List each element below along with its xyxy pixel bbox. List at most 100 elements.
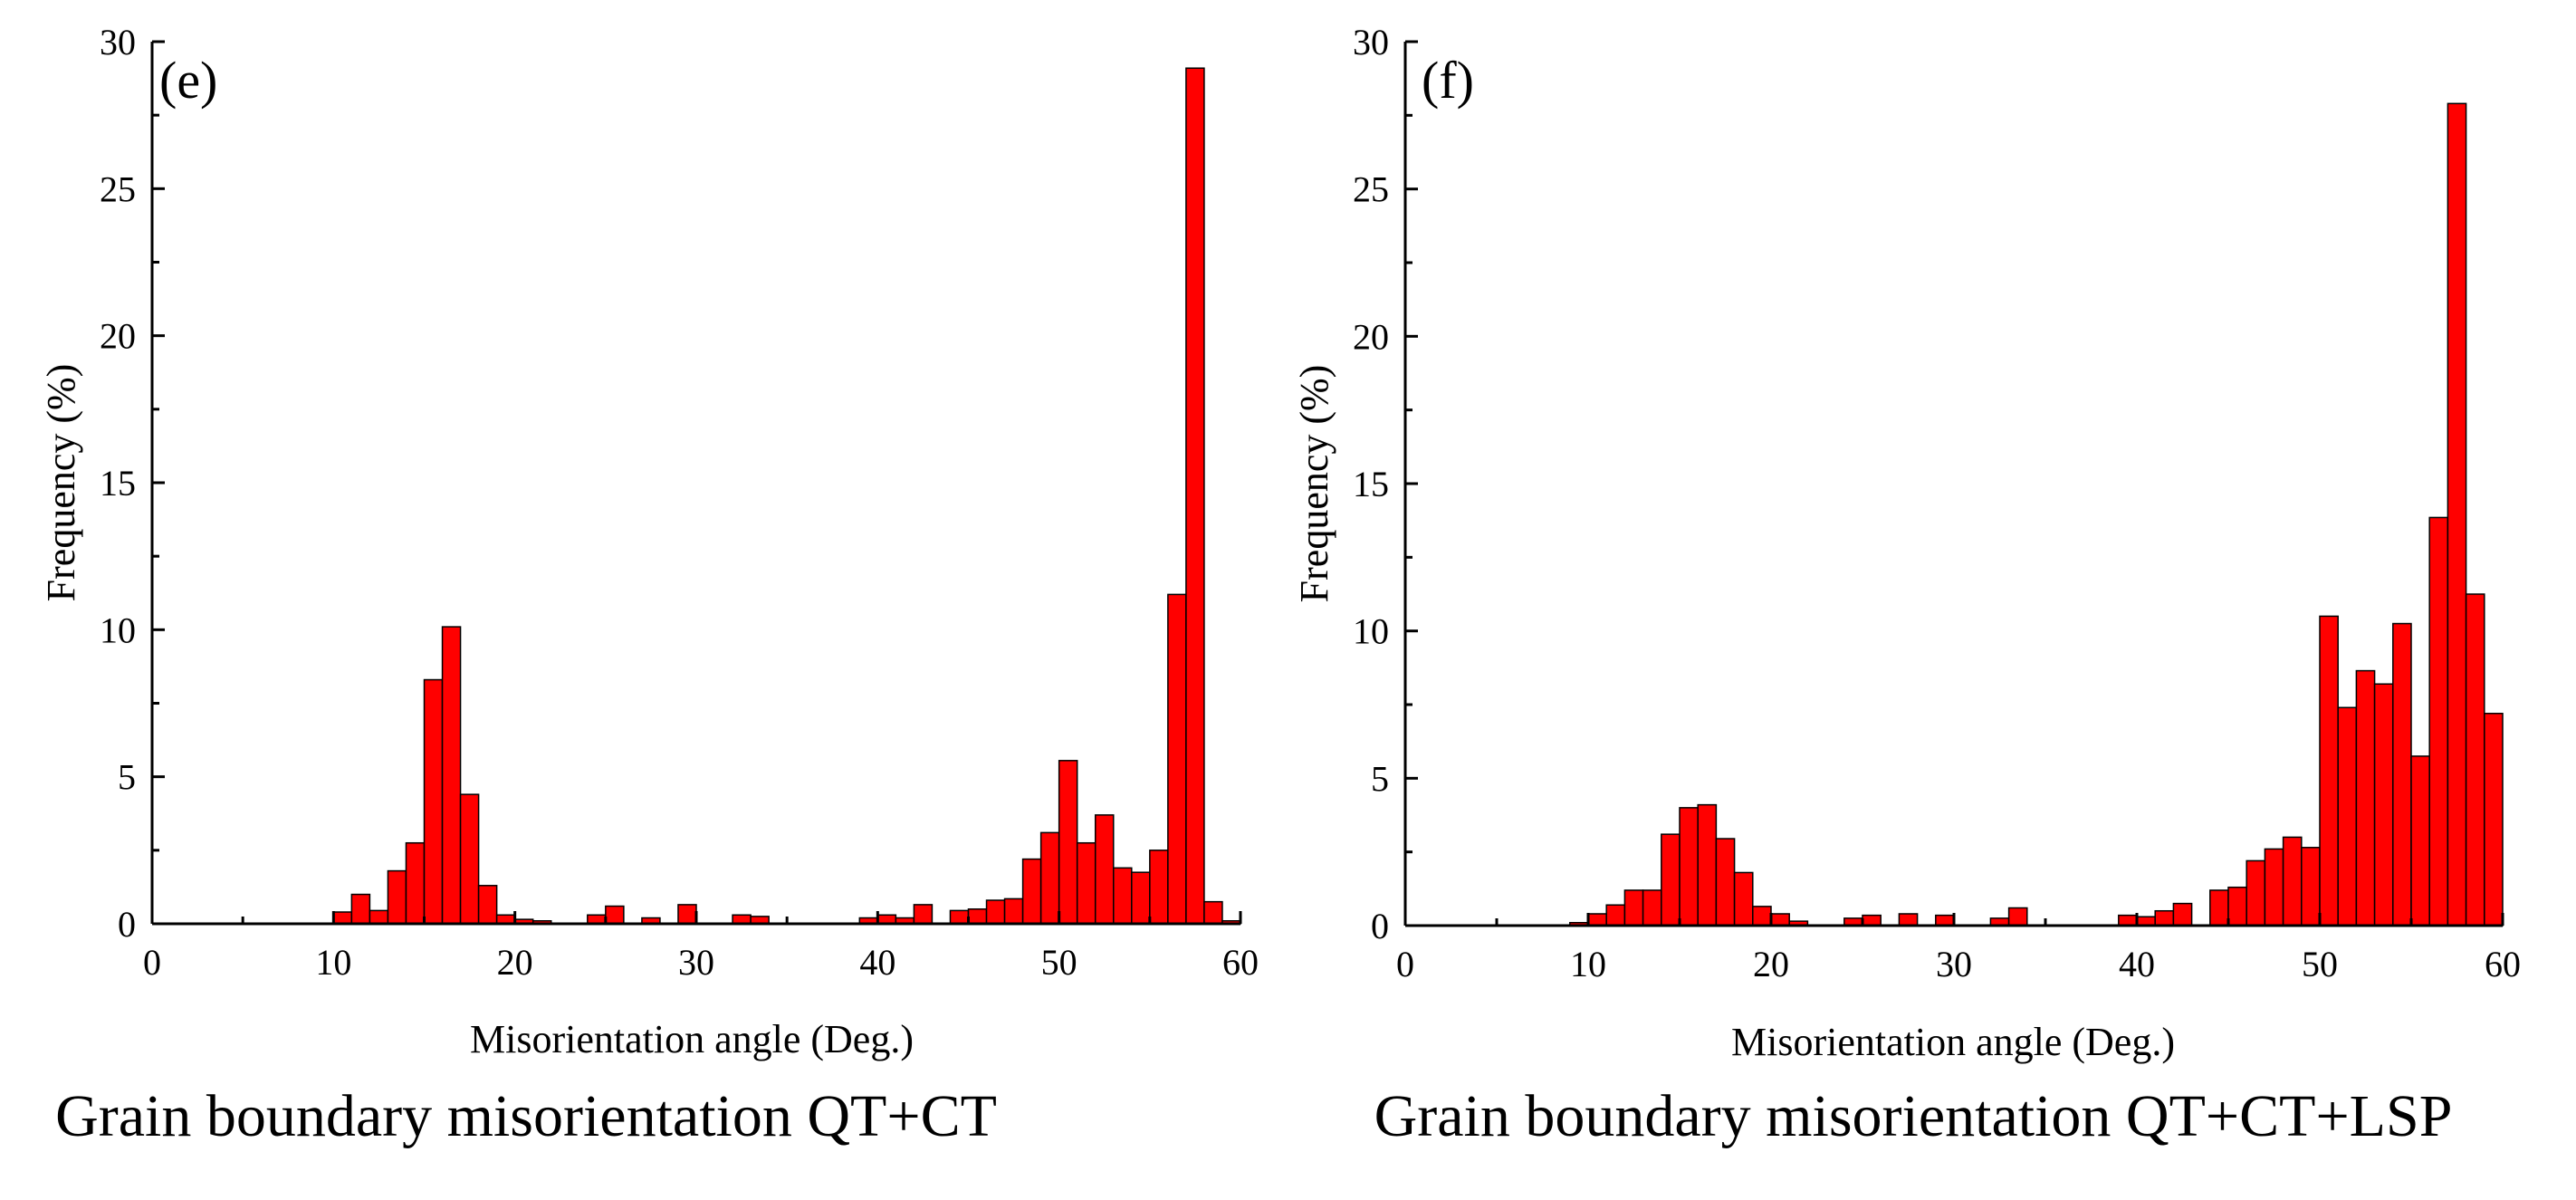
bar-f-54 <box>2392 622 2412 926</box>
bar-e-44 <box>949 909 970 925</box>
bar-f-18 <box>1733 871 1754 926</box>
panel-tag: (e) <box>159 51 217 110</box>
x-tick-label: 30 <box>1936 944 1972 984</box>
x-tick-label: 60 <box>2485 944 2521 984</box>
x-tick-label: 50 <box>1041 942 1077 983</box>
bar-f-42 <box>2172 902 2193 926</box>
bar-e-51 <box>1076 841 1096 925</box>
bar-f-56 <box>2428 516 2449 926</box>
panel-tag: (f) <box>1422 51 1474 110</box>
bar-f-19 <box>1752 906 1772 926</box>
y-axis-label: Frequency (%) <box>1292 365 1336 603</box>
bar-e-58 <box>1203 900 1223 925</box>
y-tick-label: 0 <box>1371 906 1389 946</box>
bar-e-52 <box>1094 814 1115 925</box>
x-tick-label: 40 <box>2119 944 2155 984</box>
bar-f-17 <box>1715 838 1736 926</box>
y-tick-label: 20 <box>100 316 136 357</box>
bar-e-53 <box>1113 867 1133 925</box>
bar-f-39 <box>2118 914 2138 926</box>
bar-e-45 <box>967 908 988 925</box>
chart-e: 0 10 20 30 40 50 60 0 5 10 15 20 25 30 Misorientation … <box>39 22 1259 1061</box>
bar-e-50 <box>1058 760 1078 925</box>
bar-f-58 <box>2465 593 2485 926</box>
bar-e-18 <box>477 885 498 925</box>
y-tick-label: 30 <box>100 22 136 62</box>
bar-f-53 <box>2373 683 2394 926</box>
bar-f-15 <box>1679 807 1699 926</box>
caption-e: Grain boundary misorientation QT+CT <box>55 1083 997 1149</box>
y-tick-label: 10 <box>100 610 136 650</box>
bar-f-11 <box>1605 904 1626 926</box>
y-tick-label: 15 <box>1353 464 1389 504</box>
chart-f: 0 10 20 30 40 50 60 0 5 10 15 20 25 30 Misorientation … <box>1292 22 2521 1064</box>
bar-f-16 <box>1697 803 1718 926</box>
bar-f-44 <box>2209 889 2229 926</box>
bar-f-12 <box>1623 889 1644 926</box>
y-tick-label: 25 <box>100 168 136 209</box>
y-tick-label: 20 <box>1353 316 1389 357</box>
x-tick-label: 40 <box>859 942 895 983</box>
bar-f-48 <box>2282 836 2303 926</box>
x-tick-label: 10 <box>1570 944 1606 984</box>
bar-f-20 <box>1770 913 1790 926</box>
bar-e-16 <box>441 626 462 925</box>
bar-f-49 <box>2301 847 2321 926</box>
caption-f: Grain boundary misorientation QT+CT+LSP <box>1374 1083 2453 1149</box>
x-tick-label: 20 <box>1753 944 1789 984</box>
x-tick-label: 20 <box>497 942 533 983</box>
y-tick-label: 15 <box>100 463 136 504</box>
x-axis-label: Misorientation angle (Deg.) <box>470 1017 914 1061</box>
bar-e-42 <box>913 904 934 925</box>
y-tick-label: 0 <box>118 904 136 945</box>
bar-f-13 <box>1642 889 1662 926</box>
y-tick-label: 30 <box>1353 22 1389 62</box>
x-tick-label: 60 <box>1222 942 1259 983</box>
x-tick-label: 10 <box>315 942 351 983</box>
panel-f: 0 10 20 30 40 50 60 0 5 10 15 20 25 30 Misorientation … <box>1288 0 2575 1200</box>
x-tick-label: 30 <box>678 942 714 983</box>
bar-e-17 <box>459 793 480 925</box>
y-tick-label: 5 <box>118 757 136 798</box>
x-tick-label: 0 <box>1396 944 1414 984</box>
bar-f-52 <box>2355 669 2376 926</box>
bar-f-14 <box>1661 833 1681 926</box>
bar-e-46 <box>985 899 1006 925</box>
bar-f-27 <box>1898 913 1919 926</box>
bar-f-10 <box>1587 913 1607 926</box>
y-tick-label: 25 <box>1353 169 1389 210</box>
bar-f-47 <box>2264 848 2284 926</box>
bar-e-10 <box>332 911 353 925</box>
bar-f-51 <box>2337 706 2358 926</box>
bar-e-57 <box>1185 67 1205 925</box>
bar-f-50 <box>2319 615 2339 926</box>
bar-e-29 <box>677 904 697 925</box>
panel-e: 0 10 20 30 40 50 60 0 5 10 15 20 25 30 Misorientation … <box>39 22 1259 1149</box>
y-tick-label: 10 <box>1353 611 1389 652</box>
bar-f-59 <box>2484 713 2504 926</box>
bar-f-45 <box>2227 886 2247 926</box>
bar-e-48 <box>1021 858 1042 925</box>
x-axis-label: Misorientation angle (Deg.) <box>1731 1020 2175 1064</box>
bar-f-33 <box>2007 907 2028 926</box>
bar-e-25 <box>605 905 625 925</box>
y-tick-label: 5 <box>1371 758 1389 799</box>
bar-f-29 <box>1935 914 1955 926</box>
bar-e-56 <box>1167 593 1187 925</box>
bar-f-25 <box>1862 914 1882 926</box>
bar-e-47 <box>1003 898 1024 925</box>
x-tick-label: 0 <box>143 942 161 983</box>
bar-f-55 <box>2410 755 2430 926</box>
bar-e-14 <box>405 841 426 925</box>
bar-e-54 <box>1131 871 1151 925</box>
bar-e-49 <box>1039 831 1060 925</box>
bar-f-57 <box>2447 102 2467 926</box>
bar-f-41 <box>2154 909 2175 926</box>
bar-e-55 <box>1149 850 1169 925</box>
bar-e-15 <box>423 678 444 925</box>
bar-f-46 <box>2246 859 2266 926</box>
bar-e-13 <box>387 869 407 925</box>
bar-e-12 <box>369 909 389 925</box>
y-axis-label: Frequency (%) <box>39 364 83 602</box>
x-tick-label: 50 <box>2302 944 2338 984</box>
